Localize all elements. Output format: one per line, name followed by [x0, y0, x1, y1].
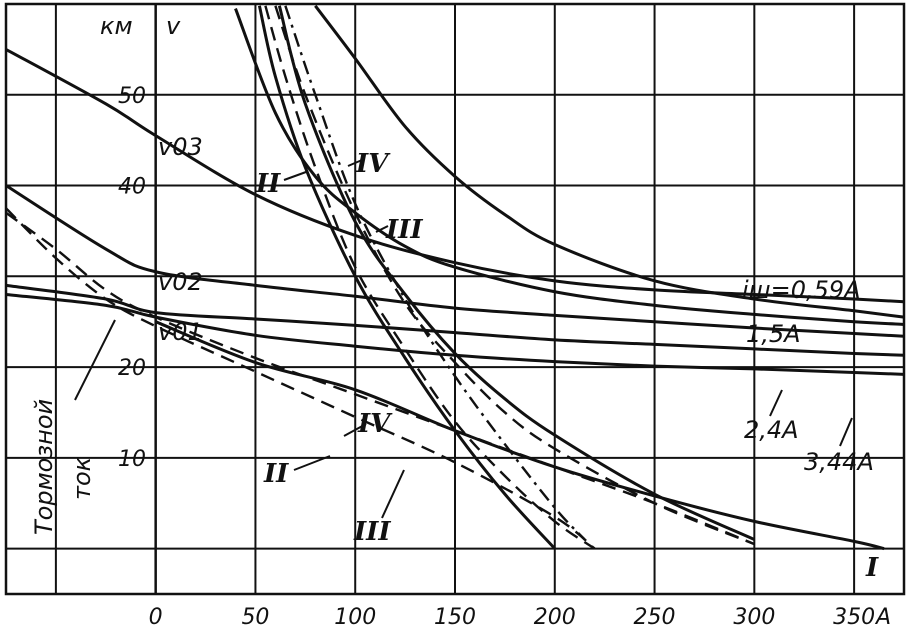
y-axis-symbol-label: v [166, 12, 181, 40]
pointer-r2-bottom [293, 455, 331, 471]
x-tick-label: 150 [434, 605, 476, 630]
pointer-3-44a [839, 417, 853, 447]
annotation-r2-bottom: II [263, 459, 289, 489]
pointer-2-4a [769, 389, 783, 417]
y-tick-label: 20 [118, 356, 146, 381]
annotation-r3-bottom: III [353, 517, 391, 547]
x-tick-label: 300 [733, 605, 775, 630]
pointer-r2-top [283, 171, 307, 181]
annotation-r4-bottom: IV [357, 409, 393, 439]
tick-labels: 0 50 100 150 200 250 300 350 10 20 40 50 [118, 84, 875, 630]
annotation-r1: I [865, 553, 879, 583]
series-line [284, 5, 586, 541]
pointer-r3-top [375, 225, 389, 233]
annotation-brake-current-line1: Тормозной [30, 399, 58, 535]
annotation-1-5a: 1,5A [746, 320, 801, 348]
pointer-r4-top [347, 159, 363, 167]
annotation-r4-top: IV [355, 149, 391, 179]
series-line [277, 5, 755, 541]
pointer-r4-bottom [343, 423, 367, 437]
y-tick-label: 50 [118, 84, 146, 109]
annotation-ish: iш=0,59A [742, 276, 861, 304]
annotation-v01: v01 [158, 318, 203, 346]
annotation-3-44a: 3,44A [804, 448, 874, 476]
grid [4, 2, 906, 596]
annotation-r3-top: III [385, 215, 423, 245]
series-line [5, 48, 905, 304]
pointer-r3-bottom [381, 469, 405, 519]
curves [5, 4, 905, 551]
y-tick-label: 40 [118, 175, 146, 200]
annotation-r2-top: II [255, 169, 281, 199]
series-line [5, 211, 755, 546]
annotation-v03: v03 [158, 133, 203, 161]
x-tick-label: 100 [334, 605, 376, 630]
series-line [274, 5, 755, 546]
x-tick-label: 0 [149, 605, 163, 630]
series-line [264, 5, 596, 550]
x-axis-label: A [874, 605, 891, 630]
annotation-2-4a: 2,4A [744, 416, 799, 444]
annotation-v02: v02 [158, 268, 203, 296]
x-tick-label: 200 [534, 605, 576, 630]
annotation-brake-current-line2: ток [68, 456, 96, 500]
x-tick-label: 50 [241, 605, 269, 630]
series-line [314, 4, 905, 319]
series-line [5, 184, 905, 338]
y-tick-label: 10 [118, 447, 146, 472]
y-axis-unit-label: км [100, 12, 133, 40]
x-tick-label: 350 [833, 605, 875, 630]
series-line [257, 5, 556, 550]
brake-current-pointer [74, 319, 116, 401]
series-line [5, 207, 596, 550]
series-line [5, 292, 905, 376]
x-tick-label: 250 [634, 605, 676, 630]
